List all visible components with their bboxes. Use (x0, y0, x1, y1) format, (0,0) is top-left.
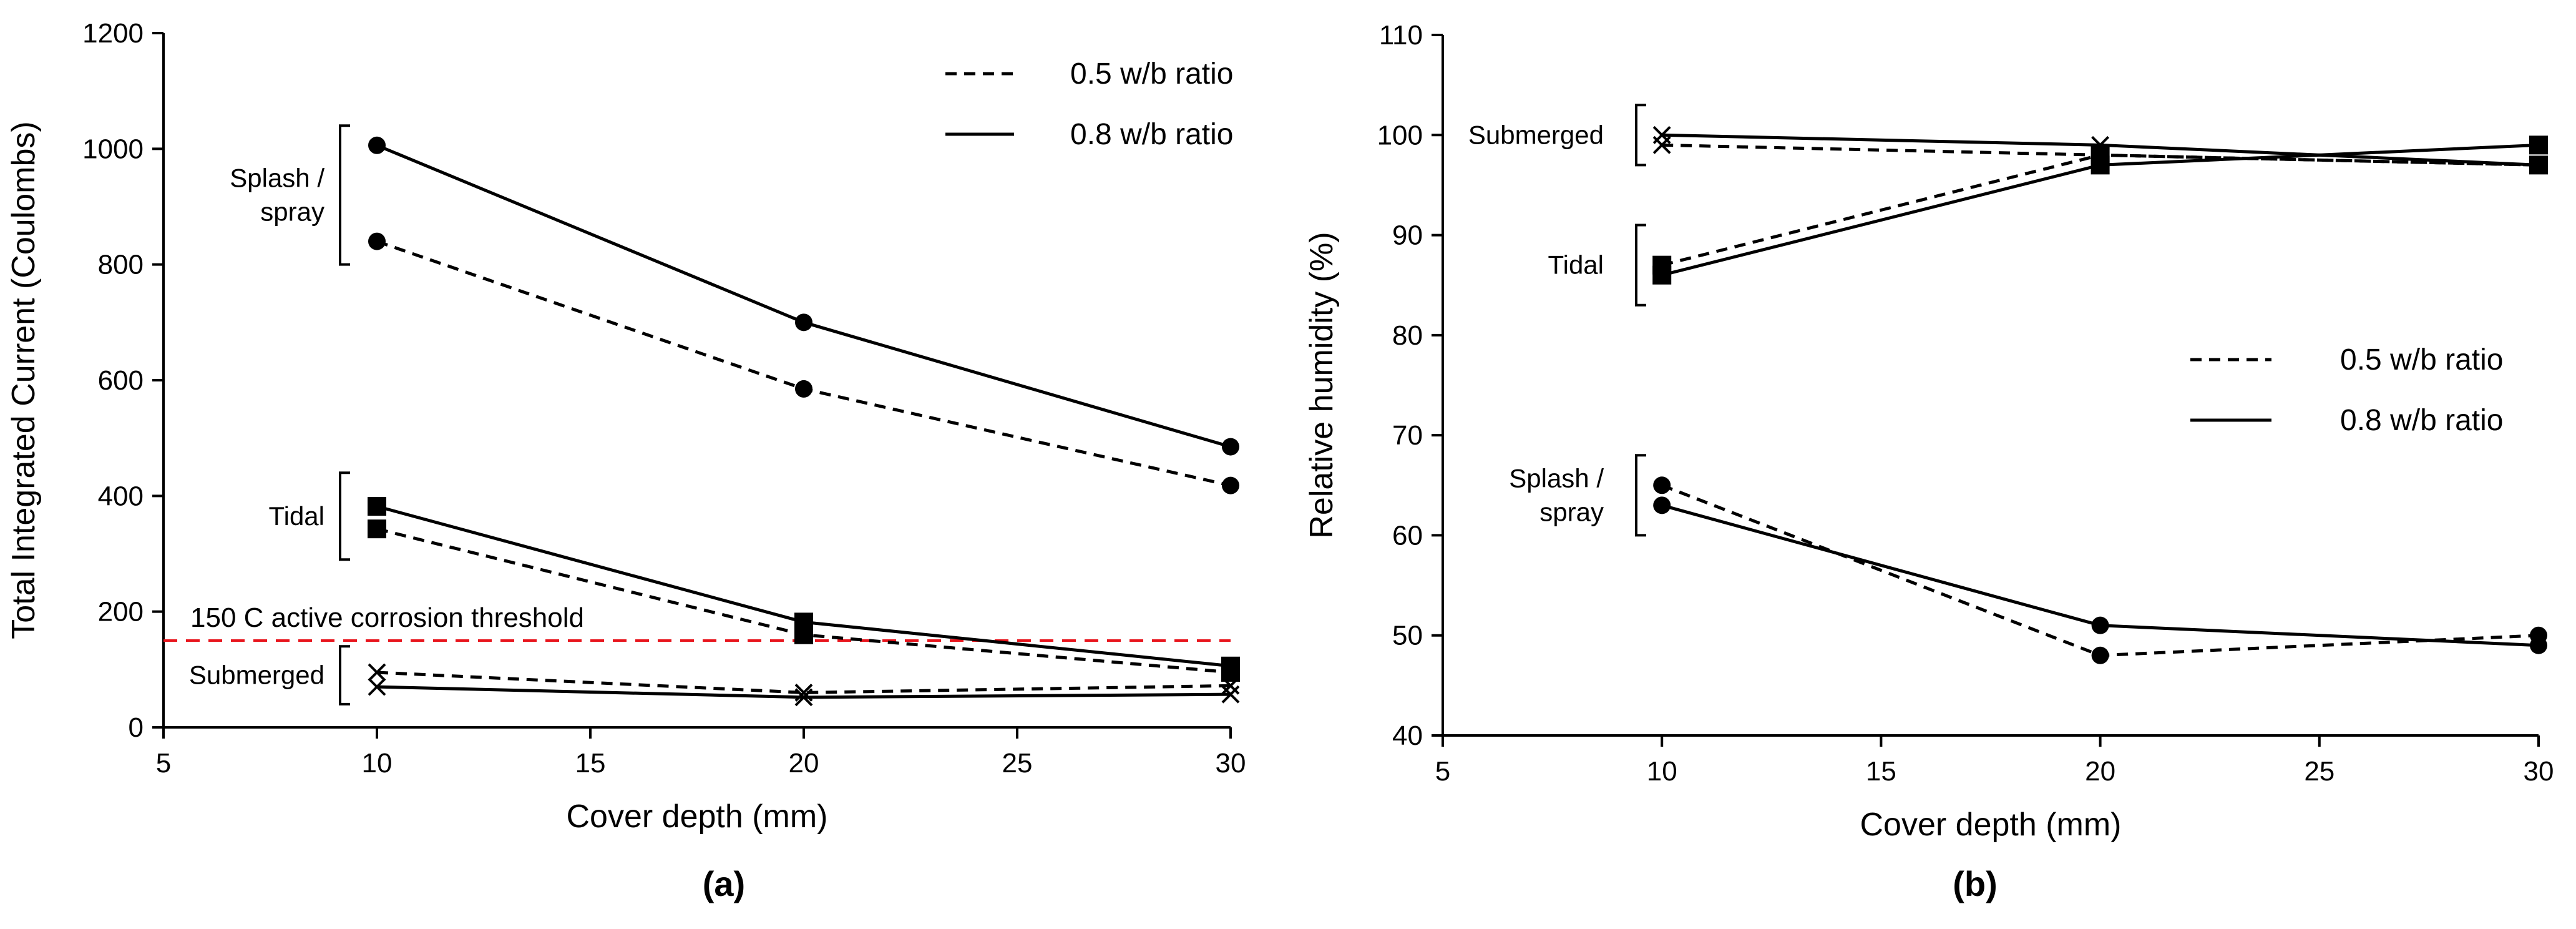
chart-panel-a: 5 10 15 20 25 30 0 200 400 600 800 1000 1200 Cover de… (6, 18, 1246, 903)
x-tick-label: 15 (575, 748, 606, 779)
legend-label: 0.5 w/b ratio (1070, 57, 1233, 91)
data-point-square (2529, 135, 2548, 155)
data-point-square (368, 519, 386, 539)
group-bracket (1635, 224, 1646, 307)
group-label: Splash / (1509, 463, 1604, 493)
group-label: Tidal (1548, 250, 1604, 280)
y-tick-label: 50 (1392, 621, 1423, 651)
data-point-circle (2091, 646, 2109, 664)
y-tick-label: 40 (1392, 720, 1423, 751)
y-tick-label: 0 (129, 712, 144, 743)
data-point-circle (2091, 616, 2109, 634)
group-label: spray (260, 197, 324, 226)
series-line (376, 527, 1231, 674)
x-axis-title: Cover depth (mm) (567, 799, 828, 835)
x-tick-label: 20 (789, 748, 819, 779)
data-point-square (1221, 656, 1240, 676)
group-bracket (1635, 104, 1646, 167)
data-point-circle (368, 232, 386, 250)
x-tick-label: 10 (362, 748, 393, 779)
data-point-x (794, 688, 813, 707)
data-point-x (368, 677, 386, 696)
y-tick-label: 200 (98, 597, 144, 627)
y-axis-title: Total Integrated Current (Coulombs) (6, 121, 42, 639)
data-point-circle (1653, 476, 1671, 494)
y-tick-label: 1000 (82, 134, 144, 164)
panel-label: (a) (703, 864, 745, 903)
group-bracket (1635, 454, 1646, 537)
group-label: Submerged (1468, 120, 1604, 149)
x-tick-label: 25 (2304, 756, 2334, 787)
data-point-circle (795, 380, 812, 398)
data-point-x (1221, 685, 1240, 704)
x-tick-label: 20 (2085, 756, 2115, 787)
series-line (376, 671, 1231, 694)
data-point-x (368, 663, 386, 682)
data-point-circle (1222, 438, 1239, 456)
legend-label: 0.8 w/b ratio (2340, 404, 2503, 437)
data-point-x (1221, 676, 1240, 695)
data-point-circle (1653, 496, 1671, 514)
series-line (376, 144, 1231, 448)
legend-label: 0.8 w/b ratio (1070, 118, 1233, 151)
chart-panel-b: 5 10 15 20 25 30 40 50 60 70 80 90 100 110 Cover depth… (1304, 20, 2554, 903)
data-point-square (368, 497, 386, 516)
data-point-circle (2530, 636, 2547, 654)
y-tick-label: 600 (98, 365, 144, 396)
x-tick-label: 10 (1647, 756, 1677, 787)
y-tick-label: 800 (98, 250, 144, 280)
data-point-square (2529, 155, 2548, 175)
data-point-square (1652, 265, 1672, 285)
x-tick-label: 5 (156, 748, 171, 779)
x-tick-label: 30 (1216, 748, 1246, 779)
x-tick-label: 30 (2524, 756, 2554, 787)
y-tick-label: 90 (1392, 220, 1423, 251)
group-label: Submerged (189, 661, 324, 690)
group-label: Splash / (230, 163, 324, 192)
data-point-circle (795, 313, 812, 332)
y-tick-label: 1200 (82, 18, 144, 49)
y-axis-title: Relative humidity (%) (1304, 232, 1340, 538)
y-tick-label: 110 (1379, 20, 1423, 51)
group-label: spray (1539, 497, 1604, 526)
group-bracket (339, 471, 350, 561)
group-bracket (339, 124, 350, 266)
data-point-square (2091, 155, 2110, 175)
y-tick-label: 400 (98, 481, 144, 511)
x-tick-label: 5 (1435, 756, 1450, 787)
y-tick-label: 80 (1392, 320, 1423, 351)
legend-label: 0.5 w/b ratio (2340, 343, 2503, 376)
x-tick-label: 15 (1866, 756, 1896, 787)
y-tick-label: 70 (1392, 420, 1423, 451)
y-tick-label: 60 (1392, 520, 1423, 551)
data-point-circle (368, 136, 386, 154)
data-point-square (794, 612, 813, 632)
panel-label: (b) (1953, 864, 1998, 903)
series-line (376, 240, 1231, 488)
group-label: Tidal (269, 501, 324, 531)
data-point-circle (1222, 476, 1239, 494)
threshold-label: 150 C active corrosion threshold (190, 602, 584, 633)
data-point-x (1652, 125, 1671, 144)
group-bracket (339, 645, 350, 705)
x-tick-label: 25 (1002, 748, 1033, 779)
y-tick-label: 100 (1377, 120, 1423, 150)
x-axis-title: Cover depth (mm) (1860, 807, 2122, 843)
